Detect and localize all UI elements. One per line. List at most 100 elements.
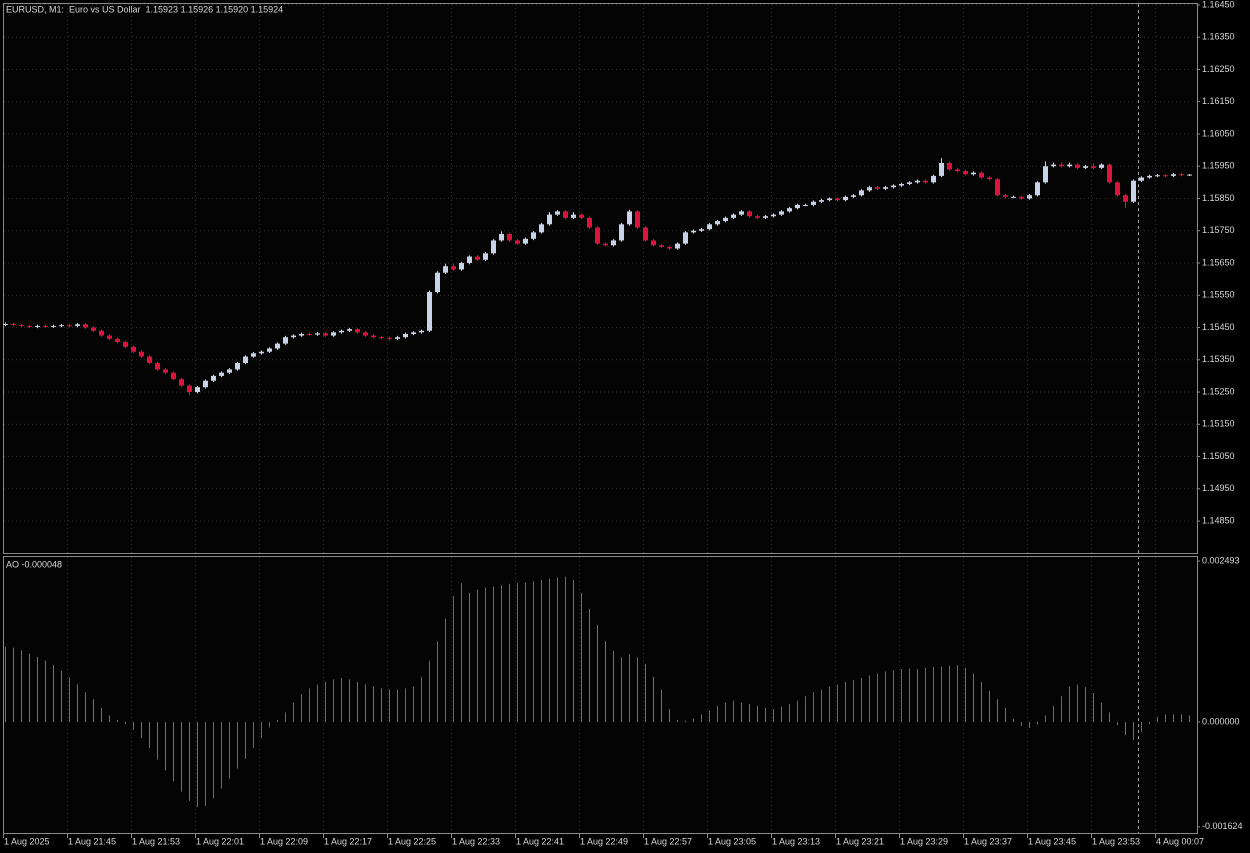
candle-body [859, 190, 864, 196]
candle-body [1051, 164, 1056, 167]
y-tick-label: 1.15550 [1202, 290, 1235, 300]
ao-bar [437, 641, 438, 722]
ao-bar [821, 689, 822, 722]
candle-body [371, 335, 376, 338]
candle-body [923, 180, 928, 183]
candle-body [3, 323, 8, 325]
ao-bar [813, 692, 814, 722]
candle-body [315, 333, 320, 335]
candle-body [1083, 166, 1088, 168]
candle-body [667, 246, 672, 249]
ao-bar [925, 667, 926, 722]
ao-bar [605, 641, 606, 722]
ao-bar [77, 684, 78, 722]
y-tick-label: 1.15950 [1202, 161, 1235, 171]
candle-body [1187, 174, 1192, 176]
candle-body [363, 332, 368, 336]
x-tick-label: 1 Aug 2025 [4, 836, 50, 846]
x-tick-label: 1 Aug 22:25 [388, 836, 436, 846]
candle-body [731, 214, 736, 218]
ao-bar [957, 665, 958, 722]
candle-body [995, 179, 1000, 196]
ao-bar [157, 721, 158, 760]
candle-body [1171, 174, 1176, 176]
ao-bar [1173, 714, 1174, 722]
candle-body [187, 385, 192, 393]
candle-body [59, 325, 64, 327]
ao-bar [1005, 707, 1006, 722]
candle-body [803, 204, 808, 206]
candle-body [563, 211, 568, 218]
ao-bar [1141, 721, 1142, 732]
ao-bar [685, 720, 686, 722]
candle-body [475, 256, 480, 260]
ao-bar [285, 712, 286, 722]
candle-body [827, 198, 832, 201]
ao-bar [933, 667, 934, 722]
candle-body [299, 333, 304, 336]
candle-body [851, 195, 856, 197]
ao-bar [653, 676, 654, 722]
x-tick-label: 4 Aug 00:07 [1156, 836, 1204, 846]
ao-bar [405, 688, 406, 722]
ao-bar [1157, 716, 1158, 722]
candle-body [1035, 182, 1040, 196]
ao-bar [397, 689, 398, 722]
ao-bar [277, 720, 278, 722]
y-tick-label: 1.15150 [1202, 419, 1235, 429]
ao-bar [13, 647, 14, 722]
candle-body [811, 201, 816, 205]
candle-body [899, 183, 904, 186]
candle-body [1075, 164, 1080, 168]
candle-body [843, 196, 848, 201]
candle-body [131, 346, 136, 352]
candle-body [83, 324, 88, 328]
ao-bar [389, 689, 390, 722]
candle-body [683, 232, 688, 244]
ao-bar [253, 721, 254, 748]
ao-bar [245, 721, 246, 759]
ao-bar [349, 679, 350, 722]
candle-body [939, 163, 944, 176]
ao-bar [333, 679, 334, 722]
ao-bar [589, 608, 590, 722]
candle-body [459, 263, 464, 270]
candle-body [1115, 182, 1120, 196]
candle-body [267, 348, 272, 352]
ao-bar [741, 702, 742, 722]
x-tick-label: 1 Aug 23:05 [708, 836, 756, 846]
ao-bar [93, 699, 94, 722]
ao-bar [165, 721, 166, 771]
candle-body [675, 243, 680, 249]
candle-body [907, 182, 912, 184]
ao-bar [101, 707, 102, 722]
candle-body [51, 325, 56, 327]
ao-bar [669, 709, 670, 722]
ao-bar [341, 678, 342, 722]
ao-bar [861, 678, 862, 722]
candle-body [987, 177, 992, 180]
ao-bar [597, 625, 598, 722]
ao-bar [421, 676, 422, 722]
candle-body [579, 214, 584, 218]
ao-bar [581, 592, 582, 722]
candle-body [555, 211, 560, 215]
candle-body [1059, 164, 1064, 167]
ao-bar [1189, 715, 1190, 722]
ao-panel [3, 556, 1198, 834]
candle-body [403, 333, 408, 338]
ao-bar [901, 669, 902, 722]
ao-bar [1165, 714, 1166, 722]
candle-body [867, 187, 872, 191]
ao-bar [29, 653, 30, 722]
ao-bar [997, 699, 998, 722]
ao-bar [717, 705, 718, 722]
ao-bar [525, 582, 526, 722]
candle-body [443, 266, 448, 273]
candle-body [1091, 166, 1096, 168]
candle-body [19, 324, 24, 326]
candle-body [307, 333, 312, 335]
y-tick-label: 1.14950 [1202, 483, 1235, 493]
candle-body [67, 325, 72, 327]
ao-bar [261, 721, 262, 739]
